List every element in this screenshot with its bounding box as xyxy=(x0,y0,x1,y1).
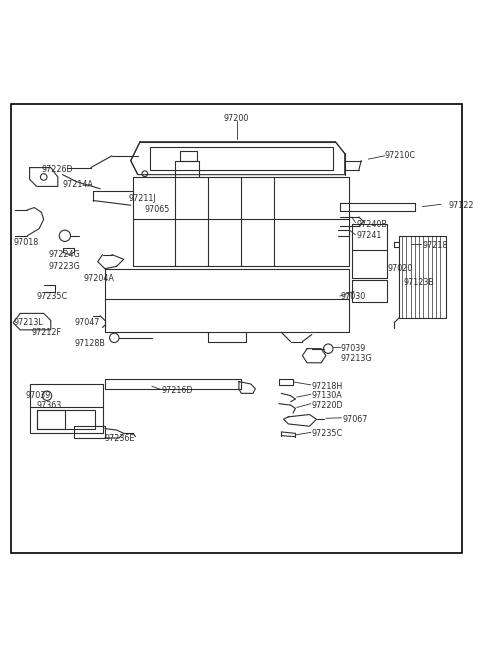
Bar xyxy=(399,236,446,318)
Text: 97220D: 97220D xyxy=(312,401,343,409)
Text: 97241: 97241 xyxy=(357,231,382,240)
Text: 97235C: 97235C xyxy=(312,429,343,438)
Bar xyxy=(150,147,333,170)
Text: 97224G: 97224G xyxy=(48,250,80,259)
Text: 97223G: 97223G xyxy=(48,262,80,271)
Text: 97236E: 97236E xyxy=(105,434,135,443)
Text: 97065: 97065 xyxy=(145,206,170,214)
Text: 97200: 97200 xyxy=(224,114,249,122)
Text: 97213G: 97213G xyxy=(340,354,372,363)
Text: 97047: 97047 xyxy=(74,318,100,328)
Text: 97210C: 97210C xyxy=(384,151,416,160)
Text: 97218H: 97218H xyxy=(312,382,343,391)
Text: 97204A: 97204A xyxy=(84,274,115,282)
Text: 97122: 97122 xyxy=(448,200,474,210)
Text: 97123B: 97123B xyxy=(404,278,434,288)
Text: 97240B: 97240B xyxy=(357,219,387,229)
Text: 97235C: 97235C xyxy=(36,292,68,301)
Text: 97039: 97039 xyxy=(26,391,51,400)
Bar xyxy=(279,379,293,385)
Text: 97020: 97020 xyxy=(387,264,412,273)
Text: 97212F: 97212F xyxy=(32,328,62,337)
Text: 97018: 97018 xyxy=(13,238,38,248)
Text: 97226D: 97226D xyxy=(41,166,73,174)
Text: 97213L: 97213L xyxy=(13,318,43,328)
Text: 97128B: 97128B xyxy=(74,339,105,348)
Text: 97218: 97218 xyxy=(422,240,448,250)
Text: 97067: 97067 xyxy=(342,415,368,424)
Text: 97363: 97363 xyxy=(36,401,62,409)
Text: 97216D: 97216D xyxy=(161,386,193,396)
Text: 97030: 97030 xyxy=(340,292,365,301)
Text: 97130A: 97130A xyxy=(312,391,343,400)
Text: 97211J: 97211J xyxy=(128,194,156,202)
Text: 97214A: 97214A xyxy=(62,179,94,189)
Bar xyxy=(36,410,96,428)
Text: 97039: 97039 xyxy=(340,344,365,353)
Bar xyxy=(36,410,65,428)
